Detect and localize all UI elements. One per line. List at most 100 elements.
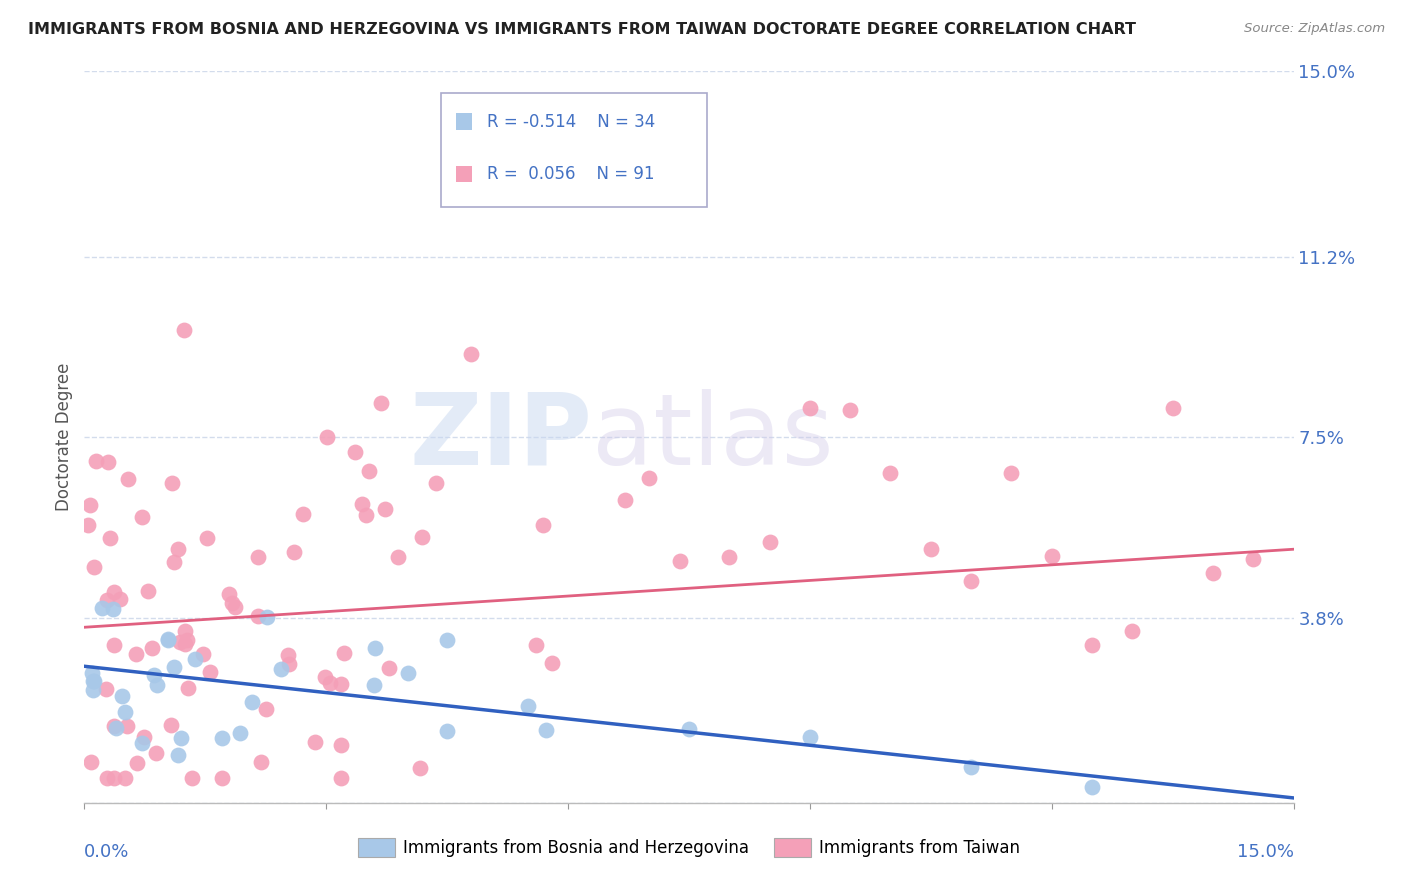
Point — [96, 681, 118, 696]
Text: 0.0%: 0.0% — [84, 843, 129, 861]
Point — [198, 665, 221, 679]
Point — [357, 464, 380, 478]
Point — [240, 695, 263, 709]
Point — [90, 600, 112, 615]
Point — [105, 721, 128, 735]
Point — [193, 647, 215, 661]
Point — [249, 755, 271, 769]
Point — [103, 602, 125, 616]
Point — [163, 660, 186, 674]
Point — [162, 476, 184, 491]
Point — [314, 671, 336, 685]
Point — [1040, 549, 1063, 563]
Point — [409, 761, 432, 775]
Point — [103, 719, 125, 733]
Point — [613, 492, 636, 507]
Point — [678, 722, 700, 736]
Point — [131, 510, 153, 524]
Point — [195, 531, 218, 545]
Point — [960, 760, 983, 774]
Point — [167, 747, 190, 762]
Point — [920, 541, 942, 556]
Point — [103, 772, 125, 786]
Point — [370, 396, 392, 410]
Point — [125, 756, 148, 770]
Point — [343, 445, 366, 459]
Point — [839, 402, 862, 417]
Point — [387, 550, 409, 565]
Point — [167, 541, 190, 556]
Point — [637, 471, 659, 485]
Point — [1000, 466, 1022, 480]
Point — [132, 731, 155, 745]
Point — [329, 738, 352, 752]
Point — [531, 518, 554, 533]
Point — [879, 466, 901, 480]
Text: atlas: atlas — [592, 389, 834, 485]
Point — [211, 772, 233, 786]
Point — [177, 681, 200, 696]
Point — [669, 554, 692, 568]
Text: R =  0.056    N = 91: R = 0.056 N = 91 — [486, 165, 654, 183]
Point — [176, 632, 198, 647]
Point — [758, 535, 780, 549]
Point — [84, 453, 107, 467]
Point — [103, 584, 125, 599]
Point — [436, 724, 458, 739]
FancyBboxPatch shape — [456, 166, 472, 182]
Point — [1202, 566, 1225, 581]
Point — [316, 430, 339, 444]
Point — [1241, 552, 1264, 566]
Point — [82, 674, 104, 689]
Point — [80, 756, 103, 770]
Point — [83, 559, 105, 574]
Point — [173, 323, 195, 337]
Point — [319, 676, 342, 690]
Point — [718, 549, 741, 564]
Point — [270, 662, 292, 676]
Point — [157, 632, 180, 647]
Point — [108, 592, 131, 607]
Text: ZIP: ZIP — [409, 389, 592, 485]
Point — [82, 666, 104, 681]
Point — [117, 472, 139, 486]
Point — [333, 646, 356, 660]
Point — [163, 555, 186, 569]
Point — [524, 638, 547, 652]
Point — [436, 633, 458, 648]
Point — [460, 347, 482, 361]
FancyBboxPatch shape — [456, 113, 472, 129]
Point — [229, 725, 252, 739]
Point — [103, 638, 125, 652]
Point — [125, 647, 148, 661]
Point — [136, 584, 159, 599]
Point — [224, 599, 246, 614]
Point — [221, 596, 243, 610]
Point — [356, 508, 378, 522]
Point — [143, 668, 166, 682]
Point — [246, 549, 269, 564]
Point — [145, 746, 167, 760]
Point — [516, 699, 538, 714]
Point — [254, 702, 277, 716]
Point — [77, 518, 100, 533]
Point — [1081, 638, 1104, 652]
Point — [98, 531, 121, 545]
Text: 15.0%: 15.0% — [1236, 843, 1294, 861]
Text: Source: ZipAtlas.com: Source: ZipAtlas.com — [1244, 22, 1385, 36]
Point — [115, 719, 138, 733]
Point — [246, 608, 269, 623]
Text: IMMIGRANTS FROM BOSNIA AND HERZEGOVINA VS IMMIGRANTS FROM TAIWAN DOCTORATE DEGRE: IMMIGRANTS FROM BOSNIA AND HERZEGOVINA V… — [28, 22, 1136, 37]
Point — [374, 501, 396, 516]
Point — [82, 682, 104, 697]
Point — [277, 648, 299, 662]
Point — [1121, 624, 1143, 639]
Point — [330, 772, 353, 786]
Point — [304, 735, 326, 749]
Point — [157, 632, 180, 646]
Point — [96, 593, 118, 607]
FancyBboxPatch shape — [441, 94, 707, 207]
Point — [218, 587, 240, 601]
Point — [131, 736, 153, 750]
Point — [114, 705, 136, 719]
